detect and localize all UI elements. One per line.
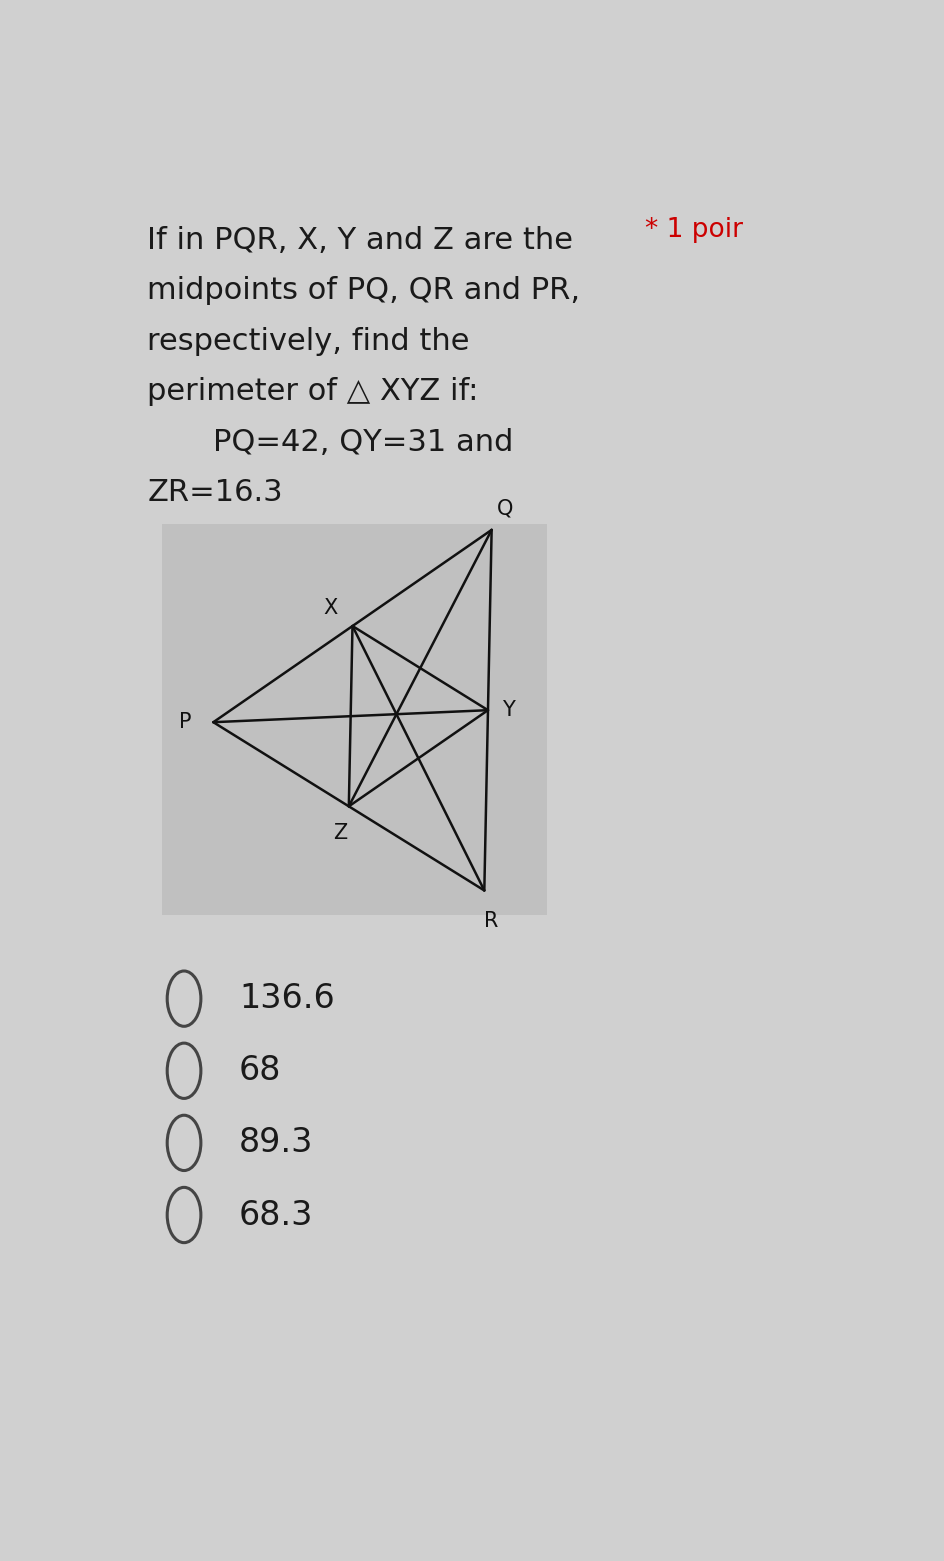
Text: Y: Y	[501, 701, 514, 720]
Text: P: P	[179, 712, 192, 732]
Text: ZR=16.3: ZR=16.3	[147, 478, 283, 507]
Text: Z: Z	[332, 823, 346, 843]
Text: If in PQR, X, Y and Z are the: If in PQR, X, Y and Z are the	[147, 226, 573, 254]
Text: 136.6: 136.6	[239, 982, 334, 1015]
Text: 68: 68	[239, 1054, 281, 1088]
Bar	[162, 524, 546, 915]
Text: 89.3: 89.3	[239, 1127, 313, 1160]
Text: midpoints of PQ, QR and PR,: midpoints of PQ, QR and PR,	[147, 276, 580, 306]
Text: perimeter of △ XYZ if:: perimeter of △ XYZ if:	[147, 378, 479, 406]
Text: * 1 poir: * 1 poir	[645, 217, 743, 244]
Text: R: R	[484, 910, 498, 930]
Text: respectively, find the: respectively, find the	[147, 326, 469, 356]
Text: X: X	[323, 598, 337, 618]
Text: 68.3: 68.3	[239, 1199, 313, 1232]
Text: PQ=42, QY=31 and: PQ=42, QY=31 and	[213, 428, 514, 457]
Text: Q: Q	[497, 498, 513, 518]
